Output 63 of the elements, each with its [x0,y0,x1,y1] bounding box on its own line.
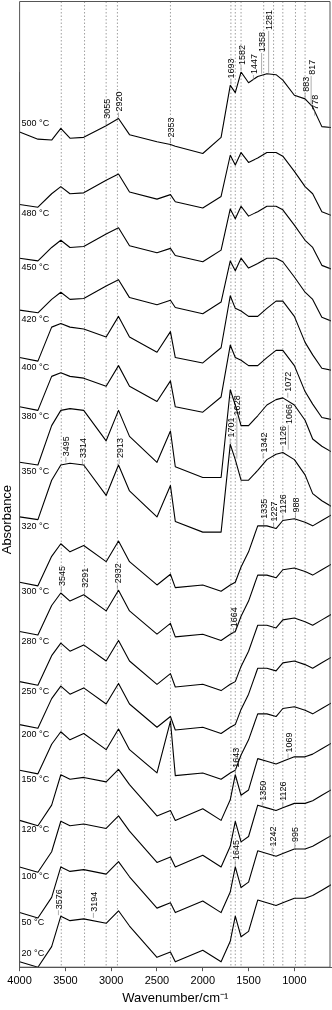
series-label: 400 °C [21,361,50,372]
series-label: 480 °C [21,208,50,219]
annotation: 1664 [229,607,240,628]
series-label: 50 °C [21,916,45,927]
annotation: 1335 [259,498,270,519]
annotation: 3291 [80,567,91,588]
annotation: 3055 [101,98,112,119]
annotation: 2913 [114,437,125,458]
series-label: 280 °C [21,635,50,646]
annotation: 1701 [225,417,236,438]
series-label: 380 °C [21,410,50,421]
annotation: 1072 [283,371,294,392]
series-label: 250 °C [21,685,50,696]
annotation: 1066 [283,404,294,425]
x-axis-title: Wavenumber/cm⁻¹ [122,989,230,1005]
x-tick-label: 1000 [282,973,307,986]
x-tick-label: 2000 [190,973,216,986]
annotation: 1358 [257,31,268,52]
annotation: 1628 [232,395,243,416]
annotation: 1126 [278,781,289,801]
annotation: 1126 [278,494,289,514]
annotation: 1069 [283,732,294,753]
x-tick-label: 2500 [144,973,170,986]
annotation: 778 [310,94,321,110]
annotation: 995 [290,827,301,843]
annotation: 1645 [230,839,241,860]
annotation: 1242 [267,826,278,847]
annotation: 1126 [278,426,289,446]
annotation: 3314 [77,437,88,458]
annotation: 1342 [258,432,269,453]
series-label: 100 °C [21,870,50,881]
annotation: 1643 [230,747,241,768]
annotation: 883 [300,76,311,92]
annotation: 817 [306,59,317,75]
annotation: 988 [290,497,301,513]
series-label: 300 °C [21,586,50,597]
annotation: 3545 [56,565,67,587]
y-axis-title: Absorbance [0,484,15,555]
x-tick-label: 1500 [236,973,261,986]
series-label: 120 °C [21,824,50,835]
x-tick-label: 4000 [7,973,32,986]
annotation: 1693 [226,58,237,79]
series-label: 420 °C [21,314,50,325]
series-label: 200 °C [21,728,50,739]
annotation: 2932 [112,563,123,584]
series-label: 20 °C [21,947,45,958]
annotation: 1447 [248,53,259,74]
series-label: 350 °C [21,466,50,477]
annotation: 1350 [257,780,268,801]
annotation: 3194 [88,891,99,912]
series-label: 320 °C [21,520,50,531]
annotation: 1227 [269,501,280,522]
x-tick-label: 3500 [53,973,78,986]
series-label: 450 °C [21,262,50,273]
x-tick-label: 3000 [98,973,124,986]
series-label: 500 °C [21,117,50,128]
annotation: 3495 [61,436,72,457]
annotation: 3576 [53,889,64,910]
annotation: 2920 [114,91,125,112]
annotation: 2353 [165,117,176,138]
series-label: 150 °C [21,774,50,785]
annotation: 1281 [264,9,275,30]
annotation: 1582 [236,44,247,65]
